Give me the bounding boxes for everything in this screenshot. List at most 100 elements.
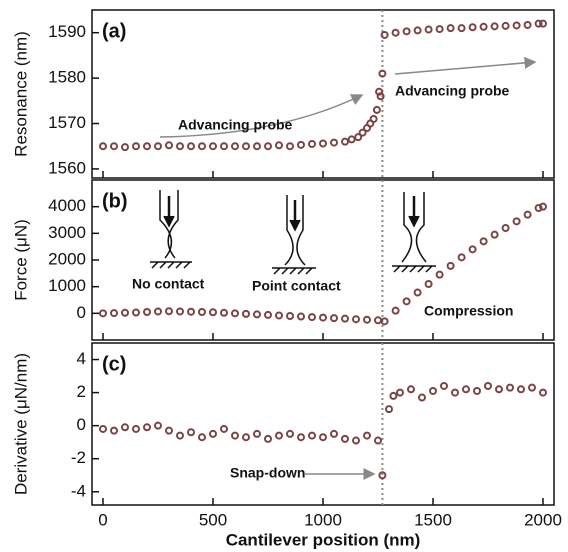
point xyxy=(231,431,239,440)
point xyxy=(490,22,499,31)
point xyxy=(418,393,426,402)
point xyxy=(297,433,305,442)
point xyxy=(378,471,387,480)
point xyxy=(176,307,184,316)
annotation: No contact xyxy=(132,276,205,292)
point xyxy=(253,142,261,151)
point xyxy=(396,388,404,397)
annotation: Compression xyxy=(424,303,513,319)
point xyxy=(198,142,206,151)
y-axis-label: Force (μN) xyxy=(11,219,30,301)
point xyxy=(286,429,294,438)
point xyxy=(534,19,543,28)
point xyxy=(479,22,488,31)
point xyxy=(275,431,283,440)
point xyxy=(484,381,492,390)
point xyxy=(369,114,378,123)
point xyxy=(99,424,107,433)
point xyxy=(110,426,118,435)
point xyxy=(374,436,382,445)
point xyxy=(402,27,411,36)
point xyxy=(319,139,327,148)
y-axis-label: Derivative (μN/nm) xyxy=(11,353,30,495)
point xyxy=(99,309,107,318)
point xyxy=(363,431,371,440)
x-tick-label: 1000 xyxy=(304,510,342,529)
point xyxy=(308,431,316,440)
point xyxy=(341,137,349,146)
point xyxy=(253,429,261,438)
y-tick-label: 1580 xyxy=(48,68,86,87)
point xyxy=(209,429,217,438)
point xyxy=(517,385,525,394)
point xyxy=(154,307,162,316)
point xyxy=(407,385,415,394)
point xyxy=(121,143,129,152)
y-tick-label: 4 xyxy=(77,349,86,368)
point xyxy=(165,426,173,435)
point xyxy=(330,429,338,438)
y-tick-label: 3000 xyxy=(48,223,86,242)
point xyxy=(198,433,206,442)
y-tick-label: 2 xyxy=(77,382,86,401)
point xyxy=(143,308,151,316)
point xyxy=(286,142,294,151)
point xyxy=(512,217,521,226)
point xyxy=(468,23,477,32)
point xyxy=(501,21,510,30)
point xyxy=(242,309,250,318)
point xyxy=(132,142,140,151)
point xyxy=(424,25,433,34)
panel-label: (c) xyxy=(102,353,126,375)
point xyxy=(380,30,389,39)
x-tick-label: 500 xyxy=(199,510,227,529)
point xyxy=(391,28,400,37)
point xyxy=(363,315,371,324)
point xyxy=(534,204,543,212)
point xyxy=(187,428,195,437)
point xyxy=(490,230,499,239)
point xyxy=(435,270,444,279)
point xyxy=(154,421,162,430)
point xyxy=(501,224,510,232)
point xyxy=(242,142,250,151)
point xyxy=(512,21,521,30)
point xyxy=(352,315,360,324)
point xyxy=(165,141,173,150)
point xyxy=(121,308,129,317)
point xyxy=(457,24,466,33)
point xyxy=(330,138,338,147)
panel: 0 1000 2000 3000 4000 (b) Force (μN) xyxy=(11,179,555,341)
y-tick-label: 1000 xyxy=(48,276,86,295)
point xyxy=(220,142,228,151)
point xyxy=(506,383,514,392)
point xyxy=(154,142,162,151)
point xyxy=(220,308,228,317)
point xyxy=(209,308,217,317)
point xyxy=(330,314,338,323)
point xyxy=(457,253,466,262)
point xyxy=(352,436,360,445)
point xyxy=(275,141,283,150)
point xyxy=(468,245,477,254)
point xyxy=(165,307,173,316)
point xyxy=(435,25,444,34)
annotation: Advancing probe xyxy=(178,117,293,133)
panel: 1560 1570 1580 1590 (a) Resonance (nm) xyxy=(11,9,555,179)
point xyxy=(143,142,151,151)
y-tick-label: 4000 xyxy=(48,196,86,215)
point xyxy=(341,434,349,443)
point xyxy=(451,388,459,397)
point xyxy=(539,19,547,28)
y-tick-label: 0 xyxy=(77,415,86,434)
point xyxy=(242,433,250,442)
point xyxy=(347,135,356,144)
point xyxy=(275,311,283,320)
point xyxy=(187,307,195,316)
point xyxy=(231,309,239,318)
point xyxy=(539,202,547,211)
point xyxy=(378,69,387,78)
annotation: Advancing probe xyxy=(395,83,510,99)
point xyxy=(110,142,118,151)
